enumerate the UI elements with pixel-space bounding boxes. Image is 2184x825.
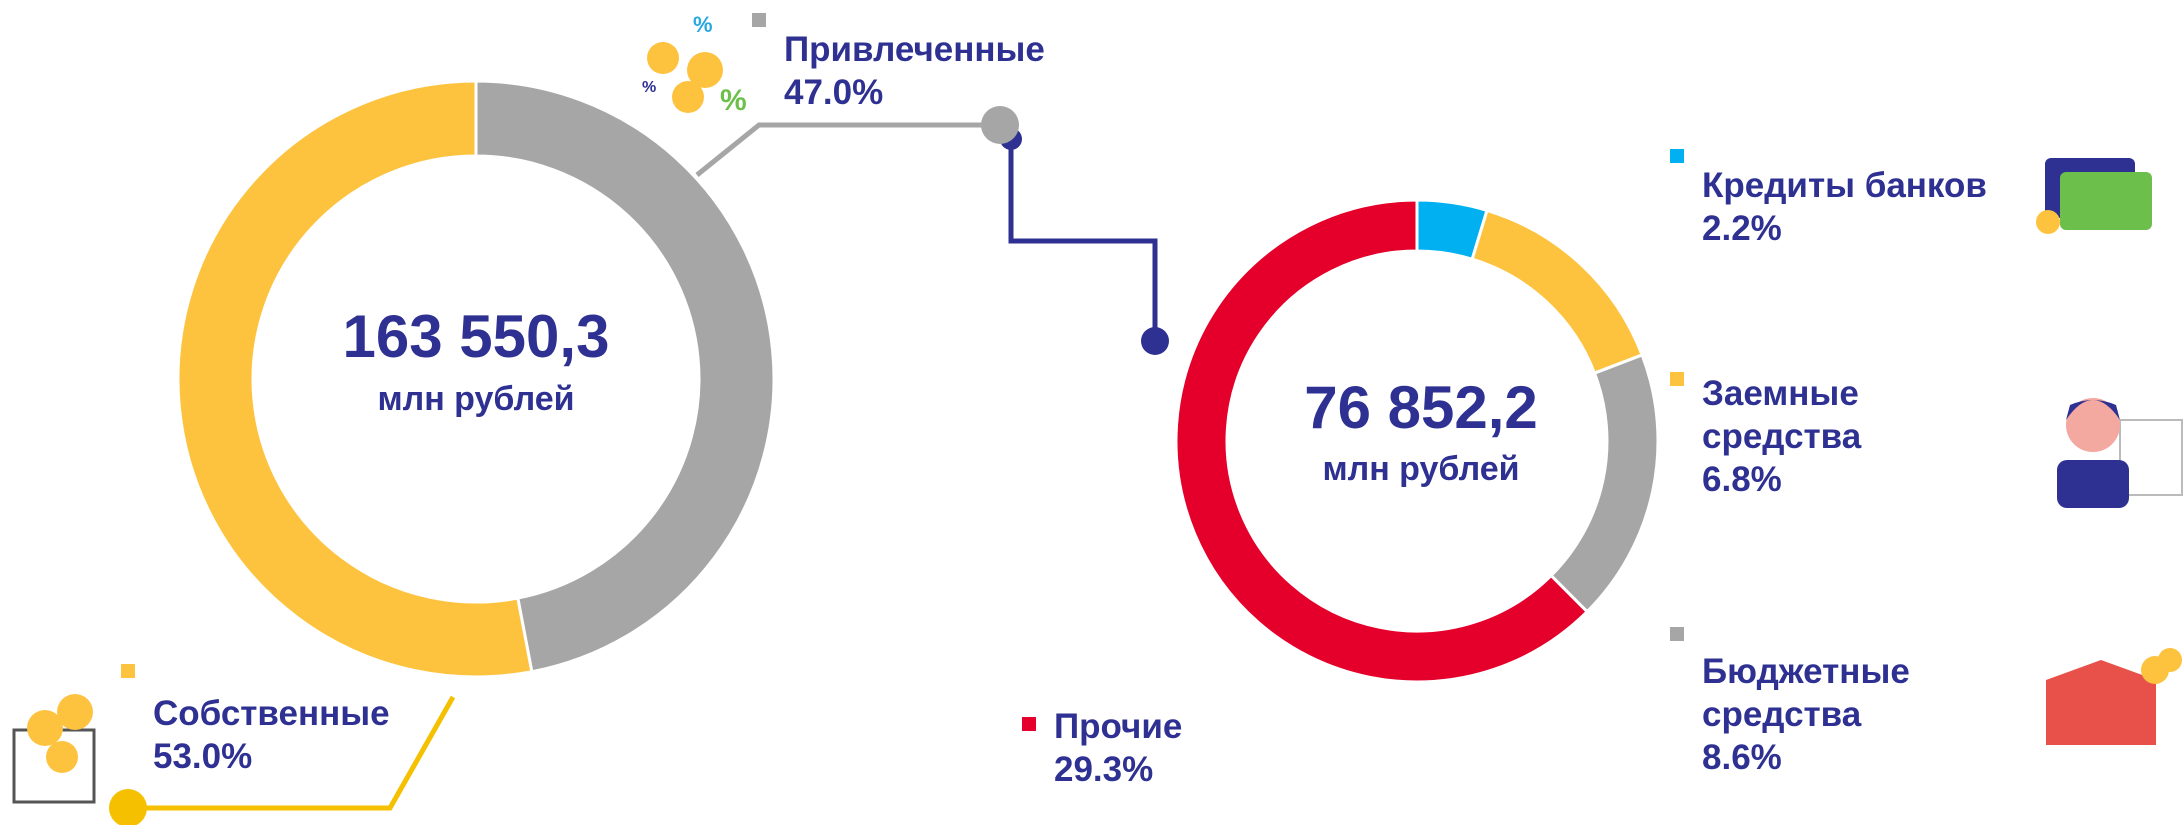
donut-segment (476, 81, 774, 672)
connector (1011, 139, 1155, 341)
category-label: Заемные средства (1702, 372, 1902, 458)
category-label: Собственные (153, 692, 453, 735)
svg-text:%: % (720, 84, 747, 117)
box-icon (14, 694, 94, 802)
legend-swatch (752, 13, 766, 27)
legend-swatch (1670, 149, 1684, 163)
connector-dot (109, 789, 147, 825)
category-label: Прочие (1054, 705, 1314, 748)
value-label: 47.0% (784, 71, 1144, 114)
center-unit: млн рублей (377, 380, 574, 418)
legend-swatch (121, 664, 135, 678)
value-label: 8.6% (1702, 736, 1922, 779)
svg-text:%: % (642, 79, 656, 96)
center-unit: млн рублей (1322, 450, 1519, 488)
value-label: 29.3% (1054, 748, 1314, 791)
coins-icon: % % % (642, 12, 747, 117)
connector-dot (1141, 327, 1169, 355)
center-value: 76 852,2 (1304, 374, 1538, 441)
value-label: 53.0% (153, 735, 453, 778)
category-label: Кредиты банков (1702, 164, 2022, 207)
card-icon (2036, 158, 2152, 234)
person-icon (2057, 398, 2182, 508)
page: % % % 163 550,3 млн рублей 76 852,2 млн … (0, 0, 2184, 825)
donut-segment (1551, 355, 1658, 612)
value-label: 6.8% (1702, 458, 1902, 501)
building-icon (2046, 648, 2182, 745)
legend-swatch (1022, 717, 1036, 731)
svg-text:%: % (693, 12, 713, 37)
connector (697, 125, 1000, 175)
legend-swatch (1670, 627, 1684, 641)
value-label: 2.2% (1702, 207, 2022, 250)
center-value: 163 550,3 (343, 303, 610, 370)
legend-swatch (1670, 372, 1684, 386)
donut-segment (1472, 210, 1642, 373)
category-label: Привлеченные (784, 28, 1144, 71)
category-label: Бюджетные средства (1702, 650, 1922, 736)
